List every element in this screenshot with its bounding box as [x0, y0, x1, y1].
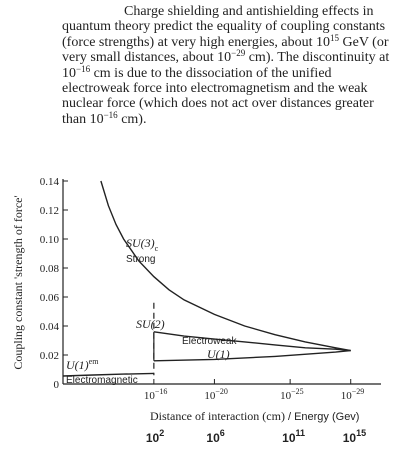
caption-text-3: cm). The discontinuity at 10 [62, 50, 390, 81]
x-tick-base: 10 [280, 390, 292, 402]
su3-text: SU(3) [126, 236, 155, 250]
y-tick-label: 0.02 [40, 350, 59, 362]
series-line [100, 180, 351, 352]
series-line [153, 349, 351, 362]
y-axis-title: Coupling constant 'strength of force' [11, 195, 25, 369]
caption-exponent-1: 15 [330, 32, 339, 43]
y-tick-label: 0.04 [40, 321, 60, 333]
x-tick-label: 10−25 [280, 387, 304, 402]
energy-tick-base: 10 [343, 431, 357, 445]
strong-label: Strong [126, 254, 155, 265]
electromagnetic-label: Electromagnetic [66, 375, 138, 386]
y-tick-label: 0.14 [40, 176, 60, 188]
x-tick-base: 10 [341, 390, 353, 402]
chart-labels: Coupling constant 'strength of force' Dis… [11, 195, 359, 423]
u1-label: U(1) [207, 347, 230, 361]
su3-subscript: c [155, 244, 159, 253]
series-line [153, 331, 351, 352]
electroweak-label: Electroweak [182, 336, 237, 347]
x-tick-exponent: −16 [155, 387, 168, 396]
energy-tick-exponent: 11 [296, 428, 306, 438]
x-tick-label: 10−20 [204, 387, 228, 402]
x-axis-title-distance: Distance of interaction (cm) [150, 409, 288, 423]
y-tick-label: 0.10 [40, 234, 60, 246]
energy-tick-exponent: 2 [159, 428, 164, 438]
x-axis-title-energy: / Energy (Gev) [288, 411, 360, 423]
su2-label: SU(2) [136, 317, 165, 331]
u1em-label: U(1)em [66, 357, 99, 372]
y-tick-label: 0 [54, 379, 60, 391]
x-tick-exponent: −20 [215, 387, 228, 396]
x-tick-exponent: −29 [352, 387, 365, 396]
x-tick-base: 10 [144, 390, 156, 402]
caption-text-2: GeV (or very small distances, about 10 [62, 34, 389, 66]
energy-tick-label: 102 [146, 428, 164, 445]
y-tick-label: 0.08 [40, 263, 60, 275]
figure-caption: Charge shielding and antishielding effec… [62, 4, 392, 127]
chart-axes [62, 179, 381, 385]
x-tick-label: 10−29 [341, 387, 365, 402]
energy-tick-exponent: 6 [220, 428, 225, 438]
u1em-text: U(1) [66, 358, 89, 372]
y-tick-label: 0.12 [40, 205, 59, 217]
u1em-superscript: em [89, 357, 100, 366]
caption-exponent-4: −16 [103, 109, 118, 120]
energy-tick-label: 1011 [282, 428, 305, 445]
su3-label: SU(3)c [126, 236, 159, 253]
chart-series [62, 180, 351, 377]
energy-tick-exponent: 15 [356, 428, 366, 438]
y-tick-label: 0.06 [40, 292, 60, 304]
series-line [62, 372, 154, 377]
caption-exponent-3: −16 [76, 63, 91, 74]
x-tick-base: 10 [204, 390, 216, 402]
energy-tick-base: 10 [282, 431, 296, 445]
x-axis-title: Distance of interaction (cm) / Energy (G… [150, 409, 359, 423]
energy-tick-base: 10 [146, 431, 160, 445]
caption-exponent-2: −29 [231, 48, 246, 59]
caption-text-4: cm is due to the dissociation of the uni… [62, 65, 374, 127]
x-tick-label: 10−16 [144, 387, 168, 402]
x-tick-exponent: −25 [291, 387, 304, 396]
energy-tick-label: 106 [206, 428, 224, 445]
energy-tick-label: 1015 [343, 428, 366, 445]
caption-text-1: Charge shielding and antishielding effec… [62, 4, 386, 50]
energy-tick-base: 10 [206, 431, 220, 445]
caption-text-5: cm). [117, 111, 147, 127]
